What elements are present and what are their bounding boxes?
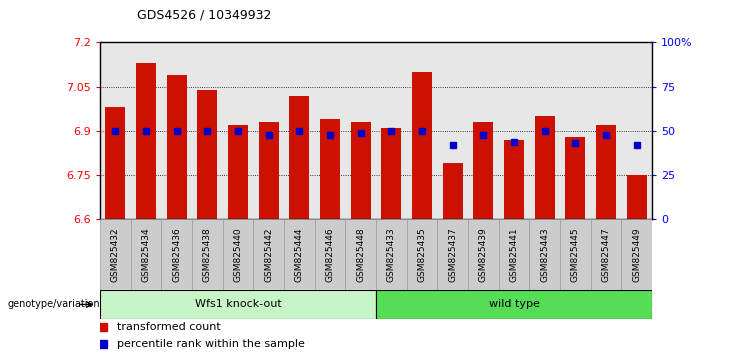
Bar — [591, 42, 622, 219]
Text: GSM825436: GSM825436 — [172, 228, 182, 282]
Bar — [320, 119, 340, 219]
Bar — [130, 42, 162, 219]
Text: GSM825432: GSM825432 — [111, 228, 120, 282]
Text: GSM825439: GSM825439 — [479, 228, 488, 282]
Bar — [162, 219, 192, 290]
Bar — [223, 42, 253, 219]
Text: GSM825438: GSM825438 — [203, 228, 212, 282]
Text: GDS4526 / 10349932: GDS4526 / 10349932 — [137, 8, 271, 21]
Bar — [407, 42, 437, 219]
Bar — [130, 219, 162, 290]
Text: GSM825442: GSM825442 — [265, 228, 273, 282]
Bar — [315, 219, 345, 290]
Bar — [290, 96, 309, 219]
Bar — [376, 290, 652, 319]
Bar — [259, 122, 279, 219]
Bar — [376, 219, 407, 290]
Text: GSM825443: GSM825443 — [540, 228, 549, 282]
Bar — [284, 42, 315, 219]
Text: GSM825449: GSM825449 — [632, 228, 641, 282]
Bar — [100, 219, 130, 290]
Bar — [622, 42, 652, 219]
Bar — [627, 175, 647, 219]
Bar — [382, 128, 402, 219]
Text: GSM825446: GSM825446 — [325, 228, 334, 282]
Bar — [100, 290, 376, 319]
Text: GSM825441: GSM825441 — [510, 228, 519, 282]
Text: Wfs1 knock-out: Wfs1 knock-out — [195, 299, 282, 309]
Text: GSM825435: GSM825435 — [418, 228, 427, 282]
Bar — [100, 42, 130, 219]
Bar — [596, 125, 616, 219]
Bar — [345, 42, 376, 219]
Text: wild type: wild type — [488, 299, 539, 309]
Bar — [136, 63, 156, 219]
Bar — [473, 122, 494, 219]
Text: GSM825447: GSM825447 — [602, 228, 611, 282]
Bar — [105, 107, 125, 219]
Bar — [560, 42, 591, 219]
Bar — [228, 125, 248, 219]
Text: GSM825433: GSM825433 — [387, 228, 396, 282]
Bar — [560, 219, 591, 290]
Bar — [499, 219, 529, 290]
Bar — [376, 42, 407, 219]
Bar — [412, 72, 432, 219]
Text: GSM825445: GSM825445 — [571, 228, 580, 282]
Bar — [253, 42, 284, 219]
Bar — [350, 122, 370, 219]
Bar — [223, 219, 253, 290]
Bar — [284, 219, 315, 290]
Text: GSM825448: GSM825448 — [356, 228, 365, 282]
Text: GSM825437: GSM825437 — [448, 228, 457, 282]
Bar — [565, 137, 585, 219]
Bar — [591, 219, 622, 290]
Bar — [499, 42, 529, 219]
Bar — [253, 219, 284, 290]
Bar — [437, 42, 468, 219]
Bar — [167, 75, 187, 219]
Bar — [529, 42, 560, 219]
Bar — [192, 42, 223, 219]
Bar — [535, 116, 555, 219]
Bar — [407, 219, 437, 290]
Text: genotype/variation: genotype/variation — [7, 299, 100, 309]
Bar — [468, 42, 499, 219]
Text: GSM825434: GSM825434 — [142, 228, 150, 282]
Bar — [468, 219, 499, 290]
Bar — [192, 219, 223, 290]
Text: GSM825444: GSM825444 — [295, 228, 304, 282]
Bar — [529, 219, 560, 290]
Bar — [622, 219, 652, 290]
Bar — [504, 140, 524, 219]
Bar — [437, 219, 468, 290]
Bar — [443, 164, 462, 219]
Bar — [315, 42, 345, 219]
Bar — [162, 42, 192, 219]
Text: percentile rank within the sample: percentile rank within the sample — [116, 339, 305, 349]
Text: GSM825440: GSM825440 — [233, 228, 242, 282]
Text: transformed count: transformed count — [116, 321, 220, 332]
Bar — [345, 219, 376, 290]
Bar — [197, 90, 217, 219]
